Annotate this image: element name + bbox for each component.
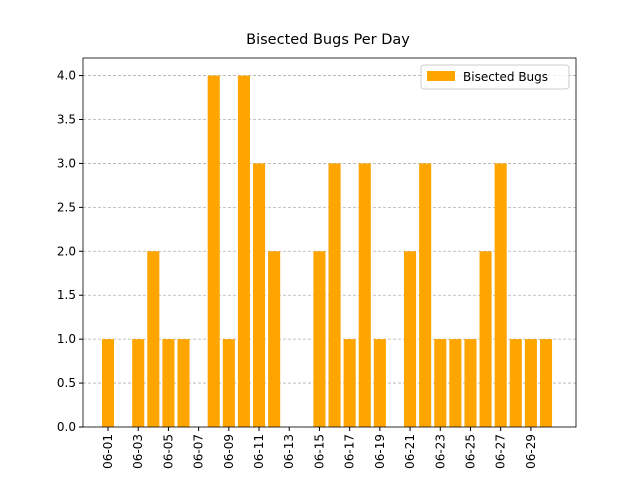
bar xyxy=(434,339,447,427)
bar xyxy=(464,339,477,427)
x-tick-label: 06-05 xyxy=(161,434,175,469)
bar xyxy=(479,251,492,427)
bar xyxy=(268,251,281,427)
bar xyxy=(177,339,190,427)
bar xyxy=(313,251,326,427)
bar xyxy=(101,339,115,427)
y-tick-label: 1.5 xyxy=(57,288,76,302)
bar xyxy=(132,339,145,427)
legend-label: Bisected Bugs xyxy=(463,70,548,84)
x-tick-label: 06-01 xyxy=(101,434,115,469)
y-tick-label: 0.5 xyxy=(57,376,76,390)
bar xyxy=(524,339,537,427)
x-tick-label: 06-13 xyxy=(282,434,296,469)
bar xyxy=(237,75,250,428)
bar xyxy=(343,339,356,427)
y-tick-label: 3.0 xyxy=(57,156,76,170)
y-tick-label: 2.5 xyxy=(57,200,76,214)
bar xyxy=(509,339,522,427)
legend-frame xyxy=(420,64,570,90)
y-tick-label: 3.5 xyxy=(57,113,76,127)
bar xyxy=(373,339,386,427)
x-tick-label: 06-17 xyxy=(343,434,357,469)
bar xyxy=(162,339,175,427)
bar xyxy=(404,251,417,427)
y-tick-label: 4.0 xyxy=(57,69,76,83)
x-tick-label: 06-23 xyxy=(433,434,447,469)
bar xyxy=(419,163,432,427)
x-tick-label: 06-15 xyxy=(312,434,326,469)
x-tick-label: 06-07 xyxy=(192,434,206,469)
x-tick-label: 06-11 xyxy=(252,434,266,469)
bar xyxy=(252,163,266,427)
x-tick-label: 06-03 xyxy=(131,434,145,469)
y-tick-label: 2.0 xyxy=(57,244,76,258)
x-tick-label: 06-27 xyxy=(494,434,508,469)
x-tick-label: 06-19 xyxy=(373,434,387,469)
x-tick-label: 06-21 xyxy=(403,434,417,469)
bar xyxy=(328,163,341,427)
plot-frame xyxy=(82,57,577,428)
legend: Bisected Bugs xyxy=(420,64,570,90)
bar xyxy=(222,339,235,427)
bar xyxy=(207,75,220,428)
bar xyxy=(449,339,462,427)
bar xyxy=(358,163,371,427)
x-tick-label: 06-25 xyxy=(463,434,477,469)
y-tick-label: 0.0 xyxy=(57,420,76,434)
bar xyxy=(539,339,553,427)
x-tick-label: 06-29 xyxy=(524,434,538,469)
bar xyxy=(494,163,507,427)
y-tick-label: 1.0 xyxy=(57,332,76,346)
bar xyxy=(147,251,160,427)
x-tick-label: 06-09 xyxy=(222,434,236,469)
legend-swatch xyxy=(427,71,455,81)
chart-title: Bisected Bugs Per Day xyxy=(246,32,410,48)
